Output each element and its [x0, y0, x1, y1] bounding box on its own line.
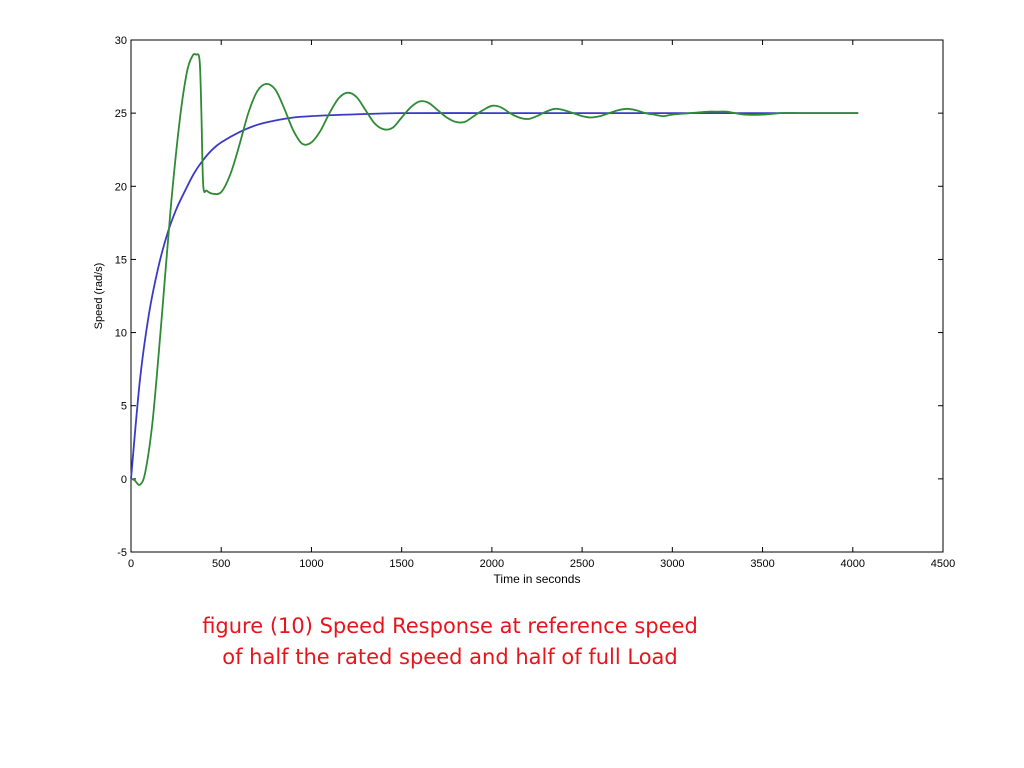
- speed-response-chart: 0 500 1000 1500 2000 2500 3000 3500 4000 4500 -50…: [93, 35, 955, 586]
- x-tick-label: 1500: [389, 558, 413, 570]
- x-axis-label: Time in seconds: [494, 572, 581, 586]
- x-tick-label: 2000: [480, 558, 504, 570]
- series-layer: [130, 53, 859, 486]
- y-tick-label: -5: [117, 547, 127, 559]
- y-tick-label: 25: [115, 108, 127, 120]
- axis-ticks: [130, 39, 944, 553]
- x-tick-label: 1000: [299, 558, 323, 570]
- x-tick-label: 500: [212, 558, 230, 570]
- figure-caption-line-1: figure (10) Speed Response at reference …: [202, 614, 698, 638]
- plot-area: [130, 39, 944, 553]
- y-tick-labels: -5 0 5 10 15 20 25 30: [115, 35, 127, 559]
- y-axis-label: Speed (rad/s): [93, 263, 105, 330]
- x-tick-label: 4500: [931, 558, 955, 570]
- x-tick-label: 3500: [750, 558, 774, 570]
- y-tick-label: 0: [121, 474, 127, 486]
- y-tick-label: 10: [115, 328, 127, 340]
- x-tick-label: 2500: [570, 558, 594, 570]
- series-line-1: [130, 112, 859, 479]
- x-tick-labels: 0 500 1000 1500 2000 2500 3000 3500 4000 4500: [128, 558, 955, 570]
- y-tick-label: 30: [115, 35, 127, 47]
- x-tick-label: 4000: [841, 558, 865, 570]
- y-tick-label: 20: [115, 181, 127, 193]
- figure-caption-line-2: of half the rated speed and half of full…: [222, 645, 678, 669]
- series-line-2: [130, 53, 859, 486]
- x-tick-label: 3000: [660, 558, 684, 570]
- x-tick-label: 0: [128, 558, 134, 570]
- y-tick-label: 15: [115, 254, 127, 266]
- y-tick-label: 5: [121, 401, 127, 413]
